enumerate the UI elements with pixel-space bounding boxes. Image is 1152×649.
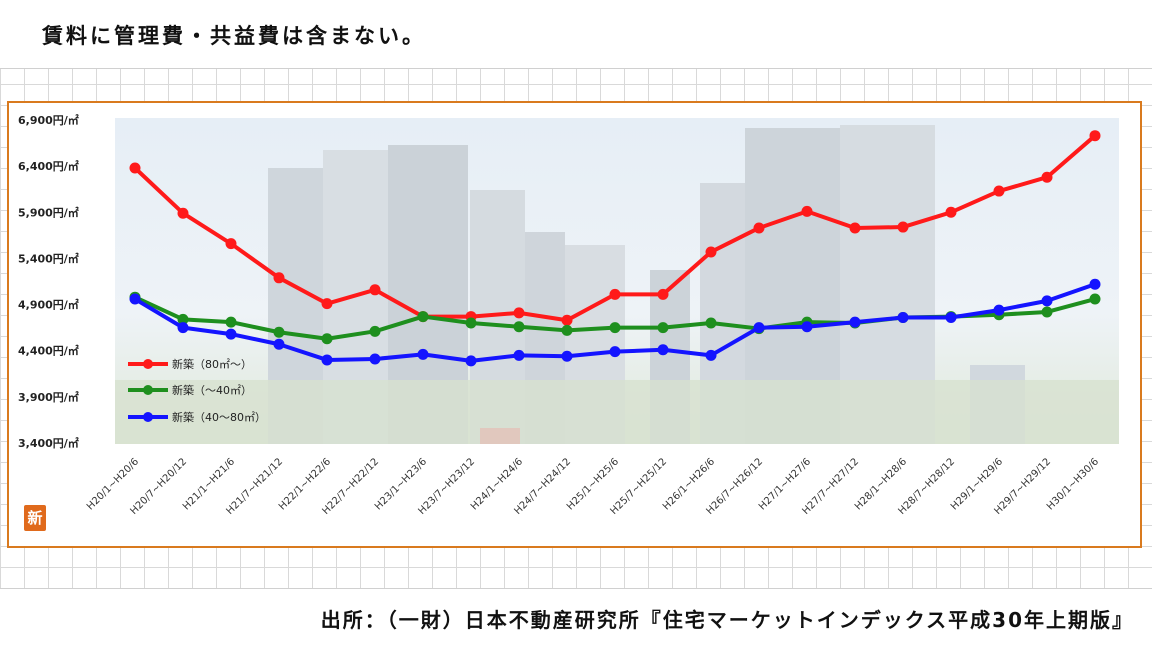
data-point (561, 314, 573, 326)
data-point (369, 284, 381, 296)
data-point (369, 353, 381, 365)
data-point (705, 246, 717, 258)
y-tick-label: 3,400円/㎡ (18, 436, 79, 450)
data-point (465, 317, 477, 329)
data-point (1041, 171, 1053, 183)
data-point (513, 321, 525, 333)
data-point (849, 222, 861, 234)
data-point (417, 348, 429, 360)
data-point (609, 346, 621, 358)
legend-marker (143, 359, 153, 369)
data-point (705, 349, 717, 361)
data-point (657, 344, 669, 356)
x-tick-label: H30/1~H30/6 (1045, 456, 1101, 512)
legend-label: 新築（～40㎡） (172, 383, 252, 397)
y-tick-label: 4,900円/㎡ (18, 298, 79, 312)
y-tick-label: 4,400円/㎡ (18, 344, 79, 358)
legend-label: 新築（40～80㎡） (172, 410, 266, 424)
data-point (417, 311, 429, 323)
data-point (273, 326, 285, 338)
data-point (465, 355, 477, 367)
data-point (1089, 278, 1101, 290)
data-point (609, 322, 621, 334)
data-point (657, 322, 669, 334)
data-point (177, 313, 189, 325)
y-tick-label: 5,900円/㎡ (18, 205, 79, 219)
data-point (321, 333, 333, 345)
data-point (513, 349, 525, 361)
data-point (705, 317, 717, 329)
data-point (321, 354, 333, 366)
data-point (753, 222, 765, 234)
data-point (897, 311, 909, 323)
header-band (0, 0, 1152, 69)
legend-marker (143, 412, 153, 422)
footer-band (0, 588, 1152, 649)
data-point (993, 185, 1005, 197)
data-point (897, 221, 909, 233)
data-point (273, 338, 285, 350)
data-point (225, 316, 237, 328)
data-point (225, 328, 237, 340)
logo-mark: 新 (24, 505, 46, 531)
data-point (513, 307, 525, 319)
data-point (801, 321, 813, 333)
legend-marker (143, 385, 153, 395)
source-text: 出所：（一財）日本不動産研究所『住宅マーケットインデックス平成30年上期版』 (320, 608, 1134, 632)
plot-background-photo (115, 118, 1119, 444)
data-point (1041, 306, 1053, 318)
data-point (609, 288, 621, 300)
data-point (129, 162, 141, 174)
data-point (1089, 130, 1101, 142)
y-tick-label: 6,400円/㎡ (18, 159, 79, 173)
data-point (945, 206, 957, 218)
data-point (801, 205, 813, 217)
data-point (369, 325, 381, 337)
data-point (561, 324, 573, 336)
data-point (945, 311, 957, 323)
y-tick-label: 5,400円/㎡ (18, 251, 79, 265)
legend-label: 新築（80㎡～） (172, 357, 252, 371)
data-point (849, 316, 861, 328)
y-tick-label: 6,900円/㎡ (18, 113, 79, 127)
data-point (177, 207, 189, 219)
data-point (1041, 295, 1053, 307)
note-text: 賃料に管理費・共益費は含まない。 (42, 24, 426, 48)
data-point (1089, 293, 1101, 305)
y-tick-label: 3,900円/㎡ (18, 390, 79, 404)
data-point (273, 272, 285, 284)
data-point (321, 298, 333, 310)
data-point (657, 288, 669, 300)
data-point (177, 322, 189, 334)
data-point (993, 304, 1005, 316)
data-point (225, 238, 237, 250)
data-point (129, 293, 141, 305)
data-point (753, 322, 765, 334)
data-point (561, 350, 573, 362)
